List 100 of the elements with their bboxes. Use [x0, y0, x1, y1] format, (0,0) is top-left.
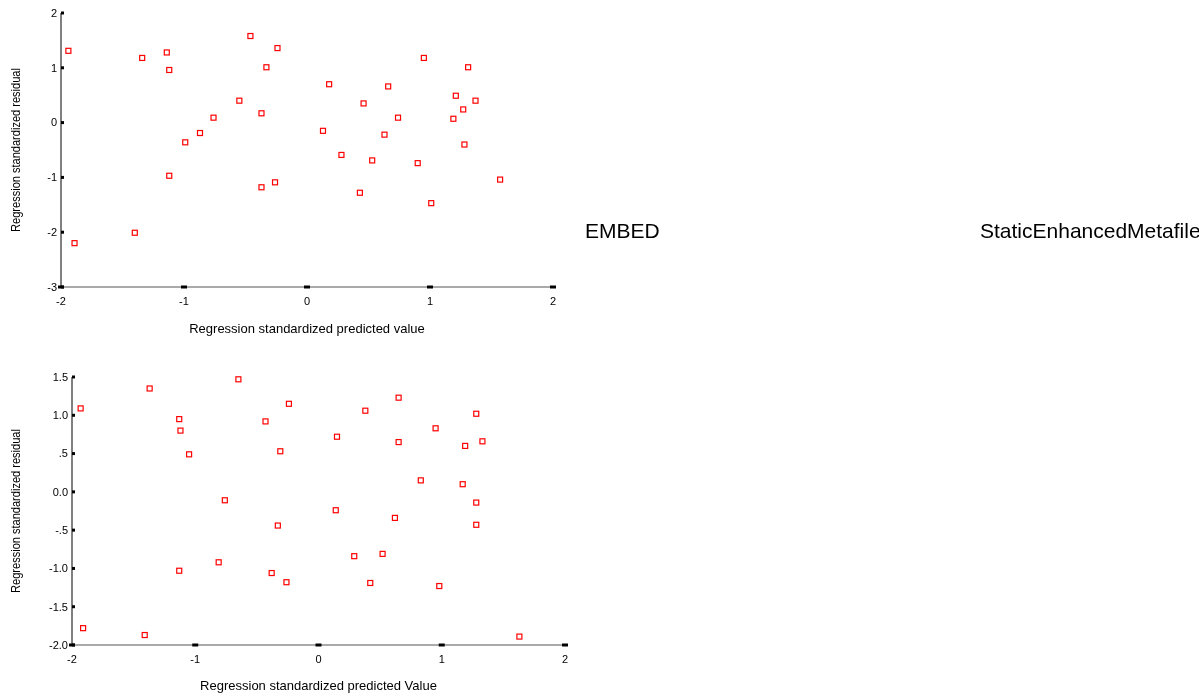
point	[432, 425, 439, 432]
point	[65, 47, 72, 54]
y-tick-label: -1.0	[49, 562, 68, 575]
point	[479, 438, 486, 445]
x-axis-title: Regression standardized predicted Value	[200, 678, 437, 693]
point	[166, 66, 173, 74]
y-tick-label: -1	[47, 171, 57, 184]
point	[333, 433, 341, 440]
point	[379, 550, 386, 557]
point	[473, 410, 480, 417]
point	[247, 32, 254, 40]
y-tick-label: -2.0	[49, 638, 68, 651]
y-tick-label: 0.0	[52, 485, 68, 498]
y-axis-title: Regression standardized residual	[8, 429, 24, 593]
point	[277, 448, 284, 455]
x-tick-label: 1	[438, 653, 445, 665]
y-tick-label: 1.5	[52, 370, 68, 383]
point	[362, 407, 369, 414]
point	[285, 400, 293, 407]
point	[369, 157, 376, 164]
x-tick-label: -2	[67, 653, 77, 665]
point	[332, 507, 339, 514]
point	[420, 54, 427, 62]
point	[79, 625, 87, 632]
point	[141, 631, 148, 639]
point	[385, 83, 392, 90]
point	[274, 522, 281, 529]
point	[77, 405, 84, 412]
x-tick-label: 2	[549, 295, 557, 307]
point	[274, 44, 281, 52]
point	[473, 521, 480, 528]
point	[417, 477, 424, 484]
y-tick-label: 0	[50, 116, 57, 129]
point	[516, 633, 523, 640]
point	[131, 229, 138, 236]
point	[182, 139, 189, 146]
point	[146, 385, 153, 392]
point	[462, 442, 469, 450]
point	[450, 115, 457, 122]
point	[338, 151, 345, 159]
point	[262, 418, 269, 425]
y-tick-label: .5	[58, 447, 68, 460]
text: StaticEnhancedMetafile	[980, 219, 1199, 242]
x-tick-label: -1	[190, 653, 201, 665]
point	[185, 451, 193, 458]
point	[258, 184, 265, 191]
y-tick-label: 2	[50, 6, 57, 19]
point	[473, 499, 480, 506]
point	[497, 176, 504, 183]
point	[395, 438, 402, 446]
point	[163, 49, 170, 56]
point	[428, 200, 435, 207]
point	[461, 141, 468, 148]
point	[283, 579, 290, 586]
point	[236, 97, 243, 104]
y-tick-label: -3	[47, 280, 57, 293]
point	[465, 64, 472, 71]
point	[268, 569, 275, 577]
point	[71, 240, 78, 247]
point	[177, 427, 184, 434]
point	[139, 54, 146, 62]
point	[394, 114, 402, 121]
point	[436, 582, 443, 590]
point	[235, 376, 242, 383]
x-tick-label: 1	[426, 295, 434, 307]
point	[414, 160, 421, 167]
point	[459, 481, 466, 488]
point	[472, 97, 479, 104]
y-tick-label: -.5	[55, 523, 68, 536]
point	[166, 172, 173, 179]
y-tick-label: 1	[50, 61, 57, 74]
point	[258, 110, 265, 117]
x-axis-title: Regression standardized predicted value	[189, 321, 425, 336]
x-tick-label: 0	[303, 295, 311, 307]
point	[319, 127, 327, 134]
point	[391, 514, 399, 521]
point	[356, 189, 363, 196]
point	[263, 64, 270, 71]
point	[360, 100, 367, 107]
x-tick-label: 2	[561, 653, 569, 665]
point	[351, 553, 358, 560]
point	[381, 131, 388, 138]
point	[367, 579, 374, 587]
text: EMBED	[585, 219, 660, 242]
point	[460, 106, 467, 113]
point	[215, 559, 222, 566]
point	[452, 92, 459, 99]
y-tick-label: -2	[47, 226, 57, 239]
point	[326, 81, 333, 88]
y-axis-title: Regression standardized residual	[8, 68, 24, 232]
point	[196, 129, 204, 137]
point	[221, 497, 228, 504]
x-tick-label: 0	[315, 653, 322, 665]
point	[395, 394, 402, 401]
x-tick-label: -1	[179, 295, 189, 307]
y-tick-label: 1.0	[52, 409, 68, 422]
point	[176, 416, 183, 423]
point	[210, 114, 217, 121]
point	[176, 567, 183, 574]
y-tick-label: -1.5	[49, 600, 68, 613]
